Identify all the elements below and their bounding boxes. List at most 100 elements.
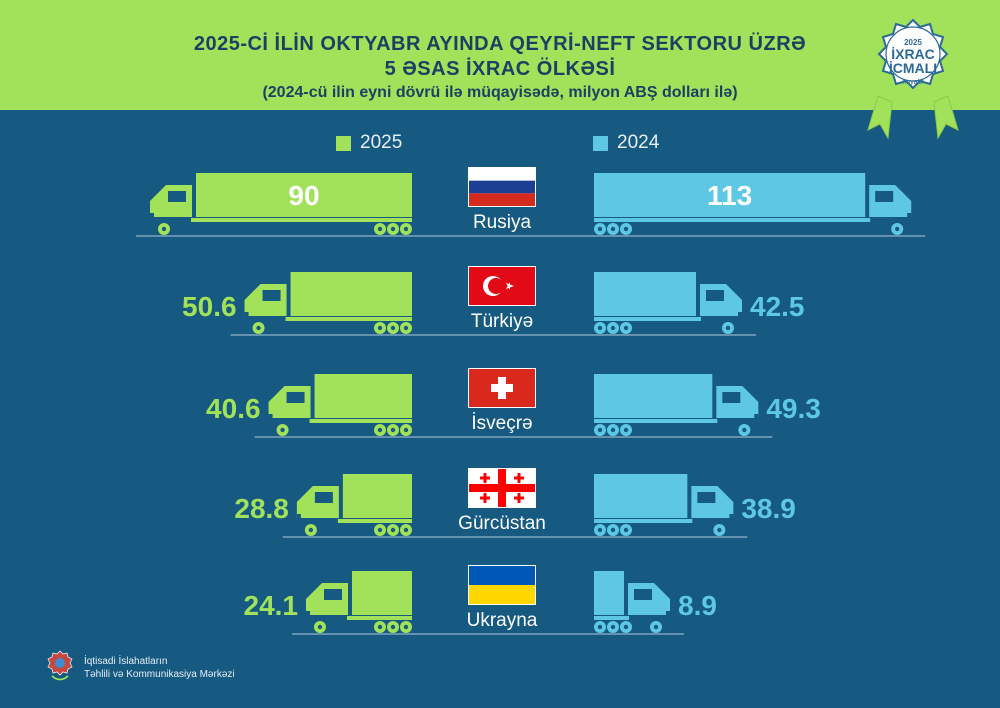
ukraine-flag [468,565,536,605]
truck-2024-2-cab-light [738,312,742,318]
truck-2024-3-cab-window [722,392,741,403]
badge-month: noyabr [902,79,924,86]
switzerland-flag [468,368,536,408]
wheel-2025-3-2-hub [390,427,396,433]
wheel-2024-4-front-hub [717,527,722,533]
wheel-2024-1-3-hub [623,226,629,232]
wheel-2025-2-3-hub [377,325,383,331]
chassis-2025-1 [191,218,412,222]
value-label-2025-1: 90 [288,180,319,211]
legend-swatch-2025 [336,135,351,151]
wheel-2025-3-1-hub [403,427,409,433]
chassis-2025-4 [337,519,412,523]
wheel-2025-1-1-hub [403,226,409,232]
badge-line1: İXRAC [891,46,935,62]
chart-title-line2: 5 ƏSAS İXRAC ÖLKƏSİ [384,58,616,80]
wheel-2025-3-front-hub [280,427,285,433]
bar-2024-5 [594,571,624,615]
wheel-2025-4-3-hub [377,527,383,533]
wheel-2025-3-3-hub [377,427,383,433]
truck-2025-5-cab-window [324,589,342,600]
truck-2025-2-cab-window [262,290,281,301]
chart-subtitle: (2024-cü ilin eyni dövrü ilə müqayisədə,… [262,84,738,101]
value-label-2024-3: 49.3 [766,393,821,424]
value-label-2024-2: 42.5 [750,291,805,322]
wheel-2025-5-front-hub [317,624,323,630]
bar-2025-5 [352,571,412,615]
badge-ribbon-right [933,95,959,140]
wheel-2024-4-3-hub [623,527,629,533]
chassis-2024-5 [594,616,629,620]
wheel-2024-2-3-hub [623,325,629,331]
organization-name: İqtisadi İslahatların Təhlili və Kommuni… [84,655,235,681]
truck-2025-1-cab-window [168,191,186,202]
value-label-2024-5: 8.9 [678,590,717,621]
wheel-2024-5-3-hub [623,624,629,630]
wheel-2025-1-front-hub [161,226,167,232]
bar-2025-3 [314,374,412,418]
chassis-2025-5 [347,616,412,620]
badge-rosette [877,18,949,90]
org-name-line2: Təhlili və Kommunikasiya Mərkəzi [84,669,235,680]
badge-ribbon-left [867,95,893,140]
wheel-2024-2-front-hub [725,325,731,331]
wheel-2024-5-front-hub [653,624,659,630]
wheel-2025-2-1-hub [403,325,409,331]
chassis-2024-3 [594,419,718,423]
legend-item-2024: 2024 [593,132,660,153]
wheel-2024-1-2-hub [610,226,616,232]
chassis-2025-2 [285,317,412,321]
wheel-2024-3-1-hub [597,427,603,433]
truck-2024-5-cab-window [634,589,652,600]
ixrac-icmali-badge: 2025 İXRAC İCMALI noyabr [858,16,968,144]
truck-2024-3-cab-light [754,414,759,420]
emblem-icon [46,650,74,682]
wheel-2024-3-front-hub [742,427,747,433]
badge-year: 2025 [904,38,922,47]
value-label-2025-5: 24.1 [244,590,299,621]
bar-2024-4 [594,474,688,518]
truck-2025-3-cab-window [286,392,305,403]
truck-2024-4-cab-window [697,492,716,503]
legend-label-2024: 2024 [617,132,660,153]
value-label-2025-3: 40.6 [206,393,261,424]
bar-2024-1 [594,173,866,217]
truck-2024-1-cab-light [907,213,912,219]
truck-2025-3-cab-light [268,414,273,420]
bar-2025-2 [290,272,412,316]
truck-2025-4-cab-window [314,492,333,503]
header-banner [0,0,1000,110]
wheel-2025-1-2-hub [390,226,396,232]
wheel-2024-5-2-hub [610,624,616,630]
country-label-2: Türkiyə [471,311,533,332]
legend-item-2025: 2025 [336,132,402,153]
russia-flag [468,167,536,207]
value-label-2025-2: 50.6 [182,291,237,322]
turkey-flag [468,266,536,306]
truck-2024-4-cab-light [729,514,734,520]
truck-2025-4-cab-light [296,514,301,520]
country-label-5: Ukrayna [467,610,538,631]
wheel-2025-4-1-hub [403,527,409,533]
bar-2025-1 [196,173,412,217]
wheel-2024-1-1-hub [597,226,603,232]
wheel-2025-2-front-hub [256,325,261,331]
wheel-2025-2-2-hub [390,325,396,331]
bar-2024-2 [594,272,696,316]
value-label-2025-4: 28.8 [234,493,289,524]
country-label-3: İsveçrə [471,413,532,434]
legend-swatch-2024 [593,135,608,151]
country-label-4: Gürcüstan [458,513,546,534]
truck-2025-2-cab-light [244,312,249,318]
wheel-2024-2-1-hub [597,325,603,331]
wheel-2025-4-2-hub [390,527,396,533]
org-name-line1: İqtisadi İslahatların [84,656,168,667]
wheel-2024-3-2-hub [610,427,616,433]
truck-2024-2-cab-window [706,290,724,301]
chassis-2024-2 [594,317,701,321]
wheel-2025-1-3-hub [377,226,383,232]
badge-line2: İCMALI [889,60,937,76]
truck-2024-1-cab-window [875,191,894,202]
truck-2025-1-cab-light [150,213,154,219]
value-label-2024-1: 113 [707,180,752,211]
